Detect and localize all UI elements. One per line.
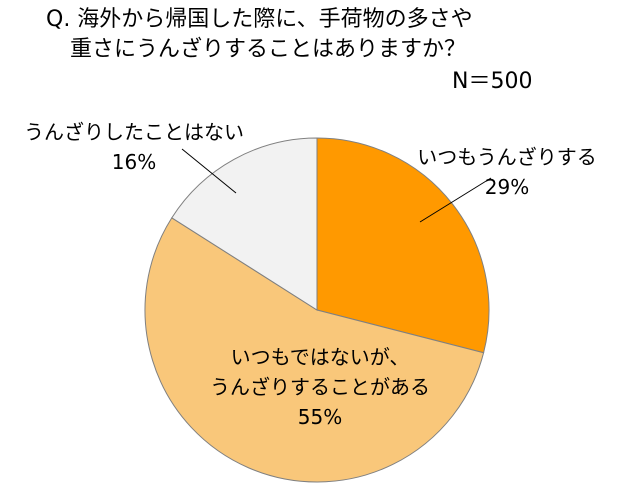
- slice-always-leader-line: [419, 177, 492, 223]
- chart-title-line-1: Q. 海外から帰国した際に、手荷物の多さや: [46, 7, 473, 32]
- slice-labels: いつもうんざりする 29% いつもではないが、うんざりすることがある 55% うんざりし…: [24, 120, 597, 429]
- slice-sometimes-category-label-2: うんざりすることがある: [210, 375, 430, 399]
- slice-sometimes-percent-label: 55%: [298, 405, 342, 429]
- slice-always-category-label-1: いつもうんざりする: [417, 145, 596, 169]
- slice-sometimes: [144, 217, 485, 483]
- slice-never-percent-label: 16%: [112, 150, 156, 174]
- sample-size-label: N＝500: [452, 69, 533, 94]
- slice-sometimes-category-label-1: いつもではないが、: [231, 345, 410, 369]
- slice-never: [171, 137, 318, 311]
- slice-always-percent-label: 29%: [485, 175, 529, 199]
- slice-never-category-label-1: うんざりしたことはない: [24, 120, 244, 144]
- chart-title-line-2: 重さにうんざりすることはありますか？: [70, 37, 467, 62]
- slice-never-leader-line: [181, 148, 237, 194]
- slice-always: [316, 137, 490, 354]
- leader-lines: [181, 148, 492, 223]
- pie-slices: [144, 137, 490, 483]
